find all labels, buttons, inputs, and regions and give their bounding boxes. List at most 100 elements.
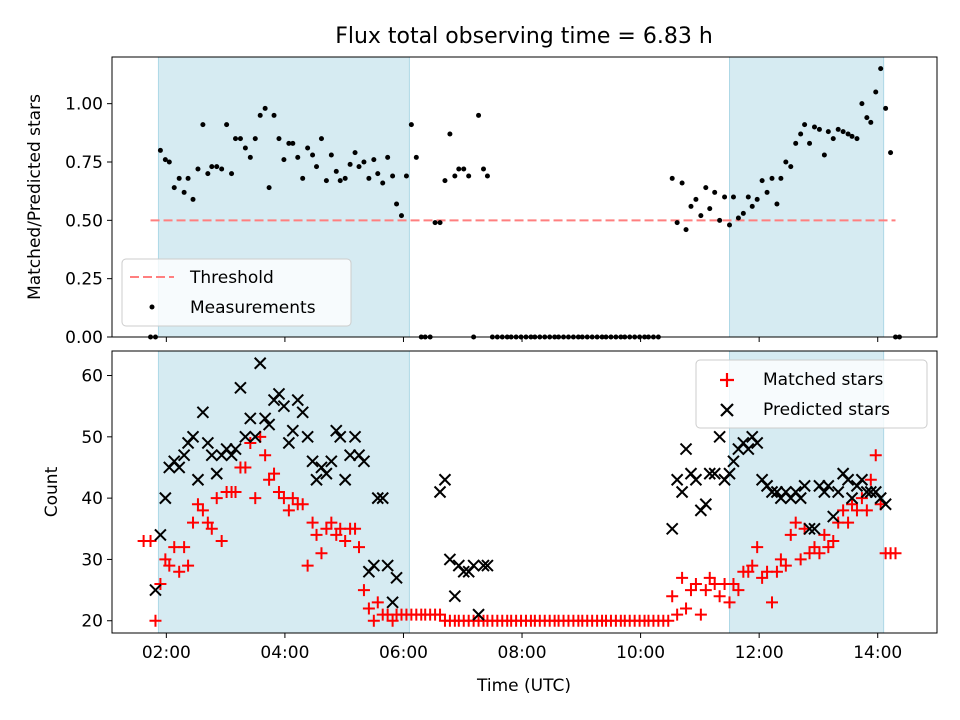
- measurement-point: [166, 159, 172, 165]
- measurement-point: [266, 185, 272, 191]
- predicted-star-marker: [798, 479, 811, 493]
- matched-star-marker: [676, 571, 689, 584]
- matched-star-marker: [215, 535, 228, 548]
- legend-measurements-swatch: [149, 304, 155, 310]
- matched-star-marker: [889, 547, 902, 560]
- x-tick-label: 06:00: [379, 643, 428, 663]
- matched-star-marker: [154, 577, 167, 590]
- matched-star-marker: [842, 516, 855, 529]
- matched-star-marker: [756, 571, 769, 584]
- bottom-legend: Matched stars Predicted stars: [695, 359, 928, 429]
- bottom-x-ticks: 02:00 04:00 06:00 08:00 10:00 12:00 14:00: [142, 633, 902, 663]
- matched-star-marker: [196, 504, 209, 517]
- matched-star-marker: [149, 614, 162, 627]
- matched-star-marker: [864, 473, 877, 486]
- measurement-point: [783, 159, 789, 165]
- measurement-point: [442, 178, 448, 184]
- predicted-star-marker: [390, 571, 403, 585]
- predicted-star-marker: [286, 424, 300, 437]
- predicted-star-marker: [448, 590, 462, 603]
- matched-star-marker: [827, 535, 840, 548]
- measurement-point: [717, 217, 723, 223]
- matched-star-marker: [732, 584, 745, 597]
- matched-star-marker: [339, 535, 352, 548]
- bottom-panel: 20 30 40 50 60 02:00 04:00 06:00 08:00 10:00 12:0…: [42, 350, 938, 696]
- matched-star-marker: [789, 516, 802, 529]
- matched-star-marker: [779, 559, 792, 572]
- measurement-point: [190, 196, 196, 202]
- matched-star-marker: [210, 492, 223, 505]
- y-tick-label: 0.50: [65, 211, 103, 231]
- measurement-point: [195, 166, 201, 172]
- measurement-point: [352, 150, 358, 156]
- measurement-point: [816, 126, 822, 132]
- predicted-star-marker: [803, 522, 816, 535]
- measurement-point: [176, 175, 182, 181]
- matched-star-marker: [386, 614, 399, 627]
- predicted-star-marker: [258, 412, 272, 425]
- predicted-star-marker: [481, 559, 494, 572]
- measurement-point: [371, 157, 377, 163]
- predicted-star-marker: [249, 430, 262, 444]
- matched-star-marker: [310, 528, 323, 541]
- predicted-star-marker: [794, 491, 807, 505]
- predicted-star-marker: [689, 473, 703, 486]
- measurement-point: [366, 175, 372, 181]
- matched-star-marker: [330, 528, 343, 541]
- measurement-point: [342, 175, 348, 181]
- measurement-point: [337, 178, 343, 184]
- measurement-point: [333, 168, 339, 174]
- measurement-point: [447, 131, 453, 137]
- matched-star-marker: [315, 547, 328, 560]
- matched-star-marker: [689, 577, 702, 590]
- matched-star-marker: [684, 584, 697, 597]
- top-legend-box: [121, 258, 352, 327]
- predicted-star-marker: [301, 430, 314, 444]
- matched-star-marker: [751, 541, 764, 554]
- y-tick-label: 0.00: [65, 328, 103, 348]
- matched-star-marker: [357, 584, 370, 597]
- measurement-point: [328, 152, 334, 158]
- legend-predicted-label: Predicted stars: [763, 400, 890, 420]
- measurement-point: [413, 154, 419, 160]
- measurement-point: [385, 154, 391, 160]
- x-tick-label: 14:00: [853, 643, 902, 663]
- measurement-point: [669, 175, 675, 181]
- predicted-star-marker: [201, 436, 215, 450]
- matched-star-marker: [325, 516, 338, 529]
- x-tick-label: 04:00: [260, 643, 309, 663]
- matched-star-marker: [822, 541, 835, 554]
- predicted-star-marker: [272, 387, 286, 401]
- measurement-point: [219, 166, 225, 172]
- matched-star-marker: [182, 559, 195, 572]
- predicted-star-marker: [723, 467, 736, 480]
- measurement-point: [408, 122, 414, 128]
- measurement-point: [310, 152, 316, 158]
- bottom-data-marks: [137, 357, 902, 627]
- measurement-point: [745, 194, 751, 200]
- matched-star-marker: [662, 614, 675, 627]
- matched-star-marker: [434, 608, 447, 621]
- predicted-star-marker: [177, 449, 191, 462]
- measurement-point: [840, 129, 846, 135]
- matched-star-marker: [727, 577, 740, 590]
- matched-star-marker: [201, 516, 214, 529]
- matched-star-marker: [837, 504, 850, 517]
- predicted-star-marker: [210, 467, 223, 480]
- predicted-star-marker: [234, 381, 247, 394]
- matched-star-marker: [723, 596, 736, 609]
- matched-star-marker: [680, 602, 693, 615]
- predicted-star-marker: [244, 412, 257, 425]
- measurement-point: [286, 140, 292, 146]
- matched-star-marker: [286, 492, 299, 505]
- predicted-star-marker: [191, 473, 205, 486]
- x-tick-label: 08:00: [498, 643, 547, 663]
- predicted-star-marker: [822, 479, 835, 493]
- predicted-star-marker: [679, 442, 693, 456]
- matched-star-marker: [263, 473, 276, 486]
- measurement-point: [281, 157, 287, 163]
- matched-star-marker: [268, 467, 281, 480]
- x-tick-label: 12:00: [735, 643, 784, 663]
- measurement-point: [769, 175, 775, 181]
